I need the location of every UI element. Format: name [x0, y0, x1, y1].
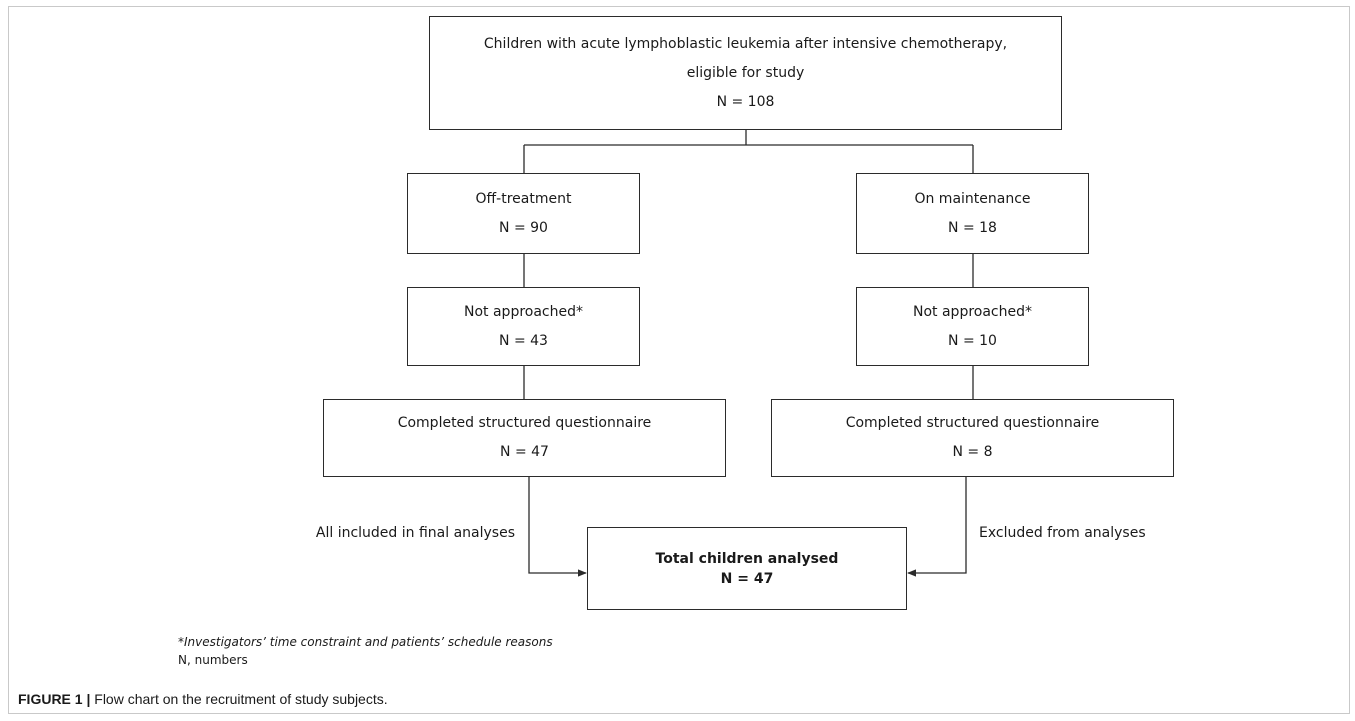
node-eligible-line1: Children with acute lymphoblastic leukem… [483, 35, 1008, 52]
node-off-treatment-count: N = 90 [499, 219, 548, 236]
edge-label-included: All included in final analyses [315, 525, 515, 541]
caption-label: FIGURE 1 | [18, 691, 91, 707]
node-off-treatment: Off-treatment N = 90 [407, 173, 640, 254]
node-eligible-count: N = 108 [716, 93, 775, 110]
node-on-maintenance: On maintenance N = 18 [856, 173, 1089, 254]
node-off-completed: Completed structured questionnaire N = 4… [323, 399, 726, 477]
node-on-completed: Completed structured questionnaire N = 8 [771, 399, 1174, 477]
node-off-completed-label: Completed structured questionnaire [397, 415, 652, 431]
node-on-not-approached-label: Not approached* [913, 303, 1032, 320]
node-total-analysed-count: N = 47 [720, 570, 774, 587]
edge-label-excluded: Excluded from analyses [979, 525, 1146, 541]
caption-text: Flow chart on the recruitment of study s… [90, 691, 388, 707]
node-eligible: Children with acute lymphoblastic leukem… [429, 16, 1062, 130]
edge-left-to-total [528, 476, 587, 577]
footnote-abbrev-letter: N [178, 653, 187, 667]
node-off-not-approached: Not approached* N = 43 [407, 287, 640, 366]
node-on-not-approached-count: N = 10 [948, 332, 997, 349]
footnote-abbrev-text: , numbers [186, 653, 248, 667]
footnote-asterisk: *Investigators’ time constraint and pati… [178, 635, 553, 649]
footnote-abbreviation: N, numbers [178, 653, 248, 667]
node-off-not-approached-label: Not approached* [464, 303, 583, 320]
node-off-completed-count: N = 47 [500, 444, 549, 460]
node-on-maintenance-count: N = 18 [948, 219, 997, 236]
node-on-maintenance-label: On maintenance [914, 190, 1031, 207]
node-on-not-approached: Not approached* N = 10 [856, 287, 1089, 366]
figure-caption: FIGURE 1 | Flow chart on the recruitment… [18, 691, 388, 707]
node-off-treatment-label: Off-treatment [475, 190, 572, 207]
node-off-not-approached-count: N = 43 [499, 332, 548, 349]
node-on-completed-label: Completed structured questionnaire [845, 415, 1100, 431]
node-total-analysed-label: Total children analysed [655, 550, 839, 567]
figure-frame [8, 6, 1350, 714]
node-eligible-line2: eligible for study [686, 64, 805, 81]
node-total-analysed: Total children analysed N = 47 [587, 527, 907, 610]
node-on-completed-count: N = 8 [952, 444, 993, 460]
edge-right-to-total [907, 476, 967, 577]
footnote-asterisk-text: *Investigators’ time constraint and pati… [178, 635, 553, 649]
